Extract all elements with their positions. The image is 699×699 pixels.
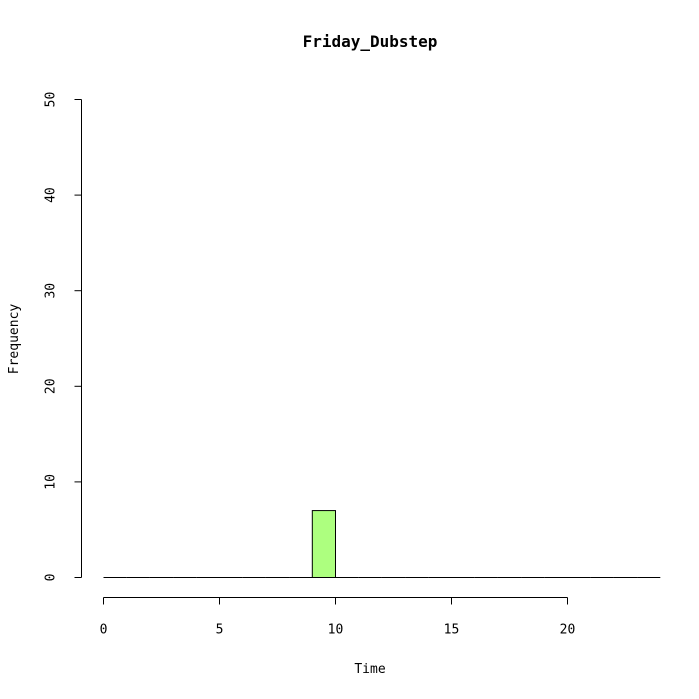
plot-area: 0 5 10 15 20 0 10 20 30 40 50 — [44, 92, 661, 638]
x-tick-label: 20 — [560, 623, 576, 638]
chart-title: Friday_Dubstep — [303, 32, 438, 51]
y-tick-label: 30 — [44, 283, 59, 299]
y-axis-label: Frequency — [7, 304, 22, 375]
y-tick-label: 50 — [44, 92, 59, 108]
x-axis-label: Time — [354, 662, 385, 677]
x-tick-label: 10 — [328, 623, 344, 638]
y-tick-label: 20 — [44, 378, 59, 394]
x-tick-label: 0 — [100, 623, 108, 638]
histogram-bar — [311, 510, 336, 578]
x-tick-label: 15 — [444, 623, 460, 638]
x-tick-label: 5 — [216, 623, 224, 638]
y-tick-label: 10 — [44, 474, 59, 490]
y-tick-label: 0 — [44, 574, 59, 582]
y-tick-label: 40 — [44, 187, 59, 203]
